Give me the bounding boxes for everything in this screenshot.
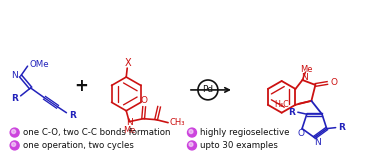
Text: R: R — [69, 111, 76, 120]
Text: H₃C: H₃C — [275, 100, 290, 109]
Text: R: R — [338, 123, 345, 132]
Text: X: X — [125, 58, 132, 68]
Text: N: N — [301, 73, 308, 81]
Text: Pd: Pd — [202, 85, 214, 94]
Circle shape — [10, 128, 19, 137]
Text: N: N — [11, 71, 18, 80]
Text: N: N — [314, 138, 321, 147]
Text: OMe: OMe — [30, 60, 50, 69]
Circle shape — [187, 141, 197, 150]
Circle shape — [12, 142, 15, 146]
Text: O: O — [141, 96, 148, 105]
Text: CH₃: CH₃ — [169, 118, 185, 127]
Text: upto 30 examples: upto 30 examples — [200, 141, 278, 150]
Text: +: + — [74, 77, 88, 95]
Text: one operation, two cycles: one operation, two cycles — [23, 141, 133, 150]
Text: O: O — [297, 129, 305, 138]
Circle shape — [12, 130, 15, 133]
Text: Me: Me — [300, 65, 313, 74]
Text: N: N — [126, 118, 133, 127]
Text: one C-O, two C-C bonds formation: one C-O, two C-C bonds formation — [23, 128, 170, 137]
Circle shape — [10, 141, 19, 150]
Circle shape — [187, 128, 197, 137]
Text: O: O — [331, 78, 338, 87]
Text: Me: Me — [123, 126, 135, 135]
Text: R: R — [288, 108, 295, 117]
Circle shape — [189, 142, 193, 146]
Text: highly regioselective: highly regioselective — [200, 128, 290, 137]
Text: R: R — [11, 94, 18, 103]
Circle shape — [189, 130, 193, 133]
